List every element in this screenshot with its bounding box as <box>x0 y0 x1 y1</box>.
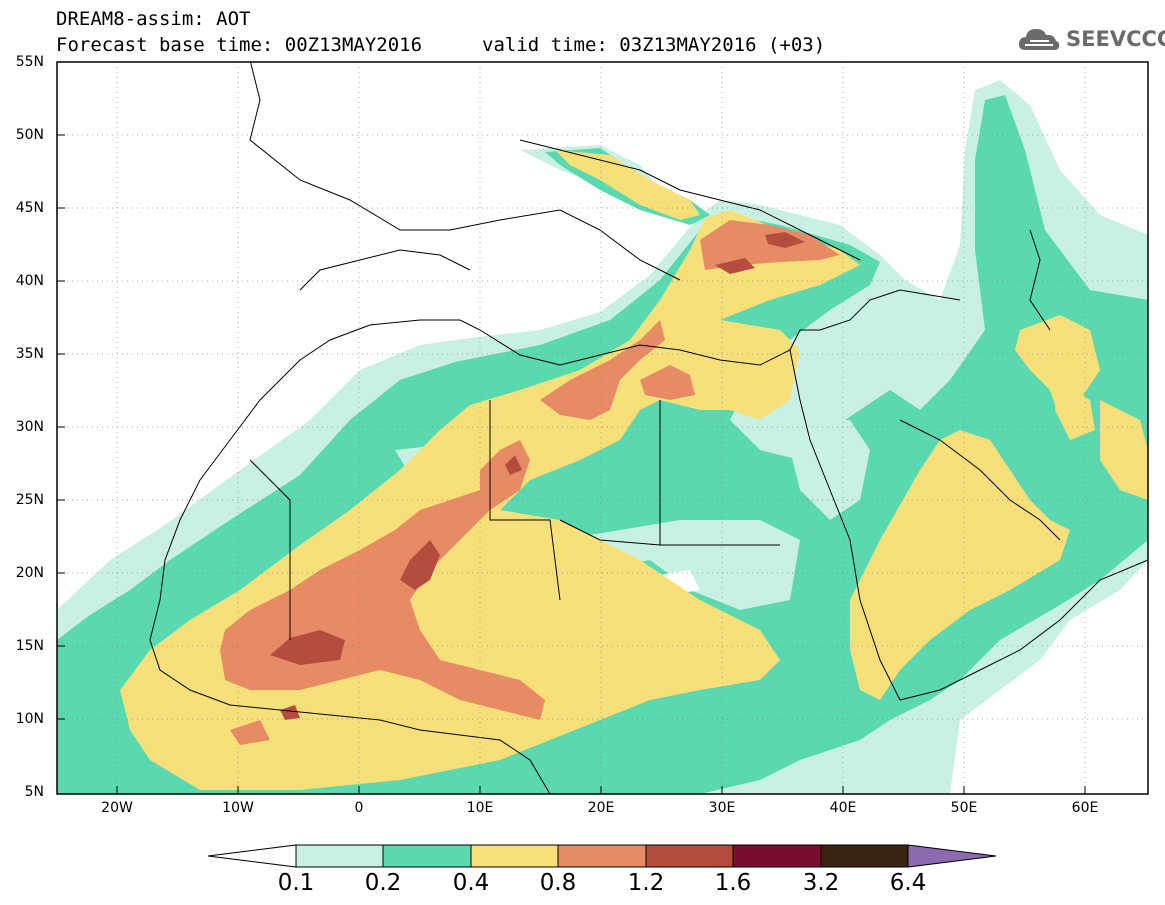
lat-label: 10N <box>15 711 44 727</box>
seevccc-logo: SEEVCCC <box>1016 22 1165 56</box>
colorbar-box-6 <box>732 844 822 868</box>
lat-label: 25N <box>15 492 44 508</box>
lon-label: 10W <box>222 800 254 816</box>
lon-label: 20W <box>101 800 133 816</box>
lon-label: 40E <box>829 800 857 816</box>
lat-label: 30N <box>15 419 44 435</box>
lat-label: 45N <box>15 200 44 216</box>
lat-label: 50N <box>15 127 44 143</box>
colorbar-label: 6.4 <box>889 870 927 896</box>
colorbar-box-1 <box>295 844 384 868</box>
lat-lon-grid <box>57 62 1148 794</box>
colorbar-box-3 <box>470 844 559 868</box>
valid-time: valid time: 03Z13MAY2016 (+03) <box>482 34 826 56</box>
colorbar <box>207 844 997 868</box>
colorbar-label: 0.4 <box>452 870 490 896</box>
colorbar-label: 0.8 <box>539 870 577 896</box>
lat-label: 40N <box>15 273 44 289</box>
lon-label: 20E <box>587 800 615 816</box>
lon-label: 60E <box>1071 800 1099 816</box>
lon-label: 50E <box>950 800 978 816</box>
colorbar-label: 0.2 <box>364 870 402 896</box>
colorbar-label: 3.2 <box>802 870 840 896</box>
cloud-icon <box>1018 29 1060 50</box>
colorbar-box-5 <box>645 844 734 868</box>
lat-label: 20N <box>15 565 44 581</box>
colorbar-label: 1.6 <box>714 870 752 896</box>
colorbar-label: 1.2 <box>627 870 665 896</box>
colorbar-left-arrow <box>207 844 297 868</box>
aot-contour-1.2 <box>270 630 345 665</box>
colorbar-box-4 <box>557 844 647 868</box>
lon-label: 0 <box>354 800 364 816</box>
lon-label: 10E <box>466 800 494 816</box>
forecast-base-time: Forecast base time: 00Z13MAY2016 <box>56 34 423 56</box>
map-title: DREAM8-assim: AOT <box>56 8 251 30</box>
colorbar-right-arrow <box>907 844 997 868</box>
lat-label: 35N <box>15 346 44 362</box>
colorbar-box-7 <box>820 844 909 868</box>
lat-label: 5N <box>24 784 44 800</box>
lon-label: 30E <box>708 800 736 816</box>
lat-label: 55N <box>15 54 44 70</box>
coastline <box>159 289 961 601</box>
colorbar-box-2 <box>382 844 472 868</box>
logo-text: SEEVCCC <box>1066 27 1165 51</box>
map-frame <box>56 61 1149 795</box>
lat-label: 15N <box>15 638 44 654</box>
colorbar-label: 0.1 <box>277 870 315 896</box>
